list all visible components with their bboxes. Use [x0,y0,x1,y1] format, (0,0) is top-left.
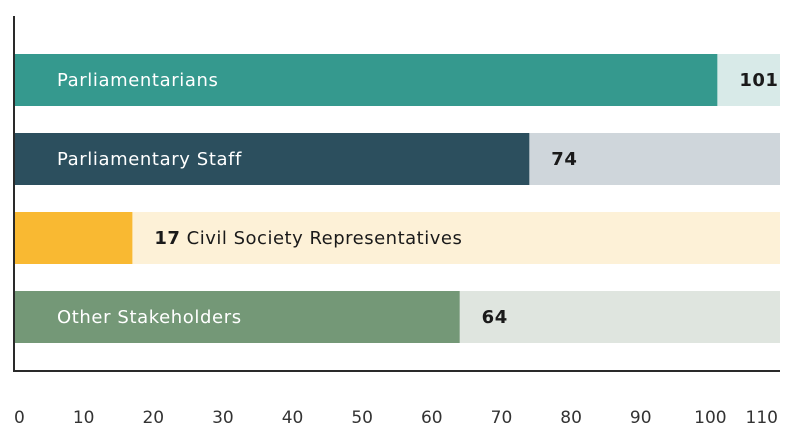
x-tick-label: 0 [14,408,25,425]
bar-labels: Parliamentarians 101 Parliamentary Staff 74… [57,70,778,328]
x-tick-label: 60 [421,408,443,425]
category-label-other-stakeholders: Other Stakeholders [57,307,242,328]
x-tick-label: 100 [694,408,726,425]
x-tick-label: 10 [73,408,95,425]
value-label-other-stakeholders: 64 [482,307,508,328]
category-text-civil-society-representatives: Civil Society Representatives [180,228,462,249]
bar-parliamentarians [14,54,718,106]
bar-civil-society-representatives [14,212,133,264]
x-tick-label: 70 [491,408,513,425]
category-label-civil-society-representatives: 17 Civil Society Representatives [154,228,462,249]
x-tick-labels: 0 10 20 30 40 50 60 70 80 90 100 110 [14,408,778,425]
category-label-parliamentarians: Parliamentarians [57,70,218,91]
x-tick-label: 20 [142,408,164,425]
x-tick-label: 80 [560,408,582,425]
bar-parliamentary-staff [14,133,530,185]
x-tick-label: 40 [282,408,304,425]
bars [14,54,718,343]
value-label-parliamentary-staff: 74 [551,149,577,170]
bar-other-stakeholders [14,291,460,343]
x-tick-label: 110 [746,408,778,425]
category-label-parliamentary-staff: Parliamentary Staff [57,149,242,170]
x-tick-label: 90 [630,408,652,425]
bar-track-civil-society-representatives [14,212,780,264]
x-tick-label: 50 [351,408,373,425]
x-tick-label: 30 [212,408,234,425]
value-label-civil-society-representatives: 17 [154,228,180,249]
value-label-parliamentarians: 101 [739,70,778,91]
